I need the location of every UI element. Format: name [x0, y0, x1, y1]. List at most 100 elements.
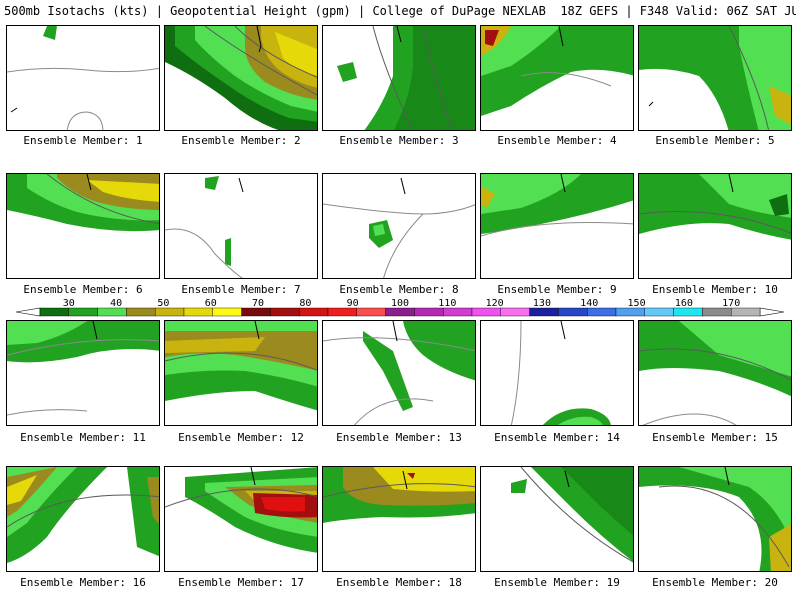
member-caption-2: Ensemble Member: 2: [181, 134, 301, 147]
member-panel-20: [638, 466, 792, 572]
colorbar-swatch: [529, 307, 559, 317]
colorbar-swatch: [183, 307, 213, 317]
colorbar-swatch: [471, 307, 501, 317]
member-map-11: [7, 321, 159, 416]
member-panel-8: [322, 173, 476, 279]
colorbar-tick-label: 70: [252, 298, 264, 309]
member-map-1: [7, 26, 159, 130]
member-panel-10: [638, 173, 792, 279]
member-panel-5: [638, 25, 792, 131]
colorbar-swatch: [731, 307, 761, 317]
member-map-10: [639, 174, 791, 240]
member-map-13: [323, 321, 475, 425]
model-run-info: 18Z GEFS | F348 Valid: 06Z SAT JUN 21 20…: [560, 4, 796, 18]
colorbar-swatch: [587, 307, 617, 317]
colorbar-swatch: [327, 307, 357, 317]
member-panel-4: [480, 25, 634, 131]
member-caption-8: Ensemble Member: 8: [339, 283, 459, 296]
member-panel-3: [322, 25, 476, 131]
member-panel-1: [6, 25, 160, 131]
colorbar-svg: 30 40 50 60 70 80 90 100 110 120 130 140 150 160 170: [15, 298, 785, 317]
map-title-bar: 500mb Isotachs (kts) | Geopotential Heig…: [4, 2, 796, 20]
member-caption-15: Ensemble Member: 15: [652, 431, 778, 444]
member-map-7: [165, 176, 244, 278]
colorbar-tick-label: 130: [533, 298, 551, 309]
colorbar-swatch: [615, 307, 645, 317]
member-map-2: [165, 26, 317, 130]
member-map-5: [639, 26, 791, 130]
member-caption-14: Ensemble Member: 14: [494, 431, 620, 444]
member-map-4: [481, 26, 633, 116]
colorbar-tick-label: 110: [438, 298, 456, 309]
colorbar-tick-label: 50: [157, 298, 169, 309]
isotach-colorbar: 30 40 50 60 70 80 90 100 110 120 130 140 150 160 170: [0, 296, 800, 320]
member-panel-2: [164, 25, 318, 131]
colorbar-swatch: [702, 307, 732, 317]
colorbar-swatch: [126, 307, 156, 317]
map-title: 500mb Isotachs (kts) | Geopotential Heig…: [4, 4, 546, 18]
colorbar-swatch: [644, 307, 674, 317]
member-panel-19: [480, 466, 634, 572]
member-panel-14: [480, 320, 634, 426]
member-map-17: [165, 467, 317, 553]
colorbar-swatch: [356, 307, 386, 317]
colorbar-swatch: [68, 307, 98, 317]
member-map-14: [510, 321, 611, 425]
member-caption-4: Ensemble Member: 4: [497, 134, 617, 147]
colorbar-swatch: [500, 307, 530, 317]
member-map-16: [7, 467, 159, 563]
colorbar-swatch: [414, 307, 444, 317]
member-map-19: [511, 467, 633, 563]
colorbar-swatch: [385, 307, 415, 317]
member-map-9: [481, 174, 633, 237]
member-panel-18: [322, 466, 476, 572]
member-panel-16: [6, 466, 160, 572]
member-caption-3: Ensemble Member: 3: [339, 134, 459, 147]
member-caption-19: Ensemble Member: 19: [494, 576, 620, 589]
member-caption-17: Ensemble Member: 17: [178, 576, 304, 589]
member-caption-16: Ensemble Member: 16: [20, 576, 146, 589]
colorbar-tick-label: 90: [347, 298, 359, 309]
member-caption-13: Ensemble Member: 13: [336, 431, 462, 444]
colorbar-tick-label: 100: [391, 298, 409, 309]
member-caption-7: Ensemble Member: 7: [181, 283, 301, 296]
member-caption-5: Ensemble Member: 5: [655, 134, 775, 147]
colorbar-tick-label: 150: [628, 298, 646, 309]
member-map-18: [323, 467, 475, 523]
member-caption-6: Ensemble Member: 6: [23, 283, 143, 296]
colorbar-swatch: [299, 307, 329, 317]
member-panel-15: [638, 320, 792, 426]
colorbar-swatch: [443, 307, 473, 317]
member-panel-11: [6, 320, 160, 426]
member-map-20: [639, 467, 791, 571]
member-caption-12: Ensemble Member: 12: [178, 431, 304, 444]
colorbar-swatch: [212, 307, 242, 317]
member-map-15: [639, 321, 791, 425]
member-caption-1: Ensemble Member: 1: [23, 134, 143, 147]
colorbar-swatch: [39, 307, 69, 317]
colorbar-high-arrow: [759, 307, 785, 317]
member-caption-20: Ensemble Member: 20: [652, 576, 778, 589]
colorbar-swatch: [673, 307, 703, 317]
member-caption-11: Ensemble Member: 11: [20, 431, 146, 444]
colorbar-swatch: [270, 307, 300, 317]
member-map-6: [7, 174, 159, 232]
member-panel-13: [322, 320, 476, 426]
member-panel-9: [480, 173, 634, 279]
colorbar-swatch: [154, 307, 185, 317]
colorbar-swatch: [558, 307, 588, 317]
colorbar-tick-label: 170: [722, 298, 740, 309]
colorbar-tick-label: 160: [675, 298, 693, 309]
colorbar-swatch: [97, 307, 127, 317]
colorbar-swatch: [241, 307, 271, 317]
member-map-12: [165, 321, 317, 411]
member-panel-12: [164, 320, 318, 426]
member-caption-18: Ensemble Member: 18: [336, 576, 462, 589]
member-panel-6: [6, 173, 160, 279]
colorbar-tick-label: 40: [110, 298, 122, 309]
colorbar-tick-label: 60: [205, 298, 217, 309]
member-map-8: [323, 177, 475, 278]
colorbar-tick-label: 30: [63, 298, 75, 309]
colorbar-tick-label: 140: [580, 298, 598, 309]
member-panel-17: [164, 466, 318, 572]
